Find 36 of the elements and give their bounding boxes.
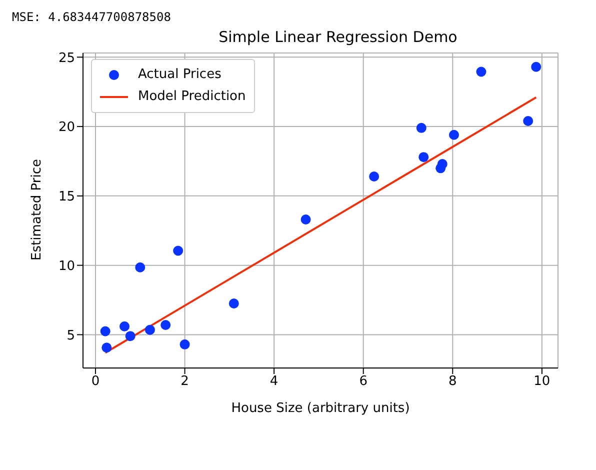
y-tick-label: 25 xyxy=(58,50,75,66)
x-tick-label: 0 xyxy=(91,374,100,390)
point xyxy=(416,122,426,133)
x-tick-label: 10 xyxy=(534,374,550,390)
point xyxy=(173,246,184,256)
point xyxy=(531,62,542,72)
legend-label: Model Prediction xyxy=(138,88,246,106)
point xyxy=(125,331,136,342)
point xyxy=(523,116,534,126)
point xyxy=(437,159,448,170)
point xyxy=(228,298,239,308)
point xyxy=(144,324,155,335)
x-tick-label: 2 xyxy=(180,374,189,390)
point xyxy=(418,152,429,162)
y-tick-label: 5 xyxy=(66,328,75,344)
y-tick-label: 10 xyxy=(58,258,75,274)
x-tick-label: 8 xyxy=(448,374,457,390)
point xyxy=(448,130,459,140)
x-tick-label: 6 xyxy=(359,374,368,390)
point xyxy=(102,342,112,353)
text: MSE: 4.683447700878508 xyxy=(12,10,171,24)
point xyxy=(300,214,311,225)
x-tick-label: 4 xyxy=(270,374,278,390)
point xyxy=(476,66,486,77)
point xyxy=(180,339,190,350)
point xyxy=(120,321,130,332)
x-axis-title: House Size (arbitrary units) xyxy=(231,401,410,416)
chart-title: Simple Linear Regression Demo xyxy=(218,28,458,46)
point xyxy=(135,262,146,272)
point xyxy=(160,320,171,330)
point xyxy=(369,172,380,182)
y-tick-label: 15 xyxy=(58,190,75,205)
point xyxy=(100,326,110,336)
y-axis-title: Estimated Price xyxy=(30,158,45,260)
legend-label: Actual Prices xyxy=(138,66,222,84)
y-tick-label: 20 xyxy=(58,120,75,136)
